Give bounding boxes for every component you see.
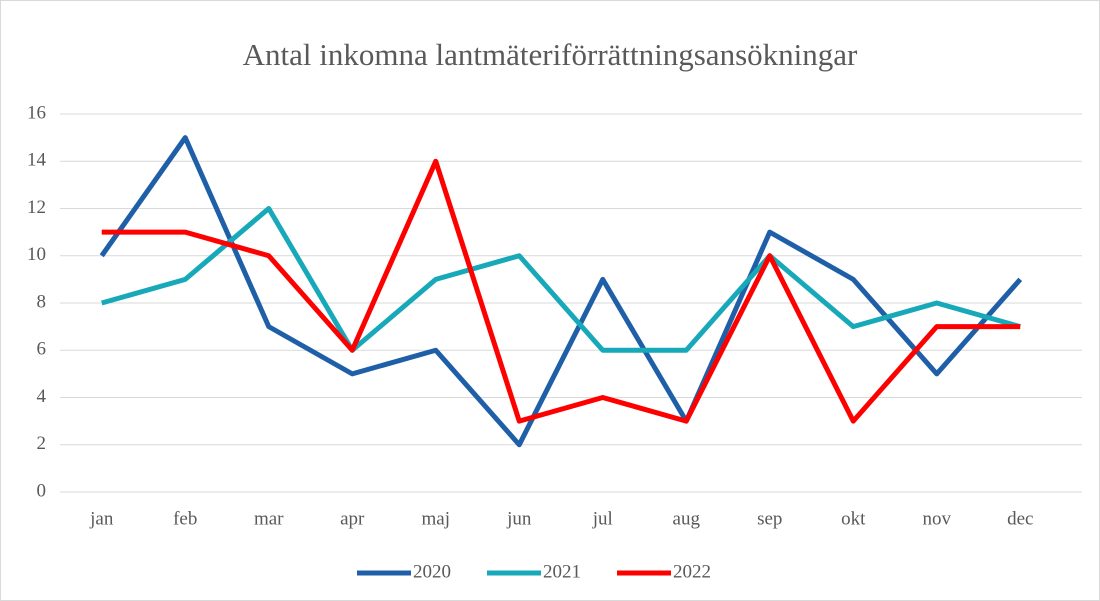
y-tick-label: 16 [27, 102, 46, 123]
legend-label: 2020 [413, 561, 451, 582]
legend-label: 2022 [673, 561, 711, 582]
x-tick-label: jul [592, 508, 613, 529]
y-tick-label: 2 [37, 433, 47, 454]
y-tick-label: 10 [27, 244, 46, 265]
x-tick-label: sep [757, 508, 782, 529]
legend-label: 2021 [543, 561, 581, 582]
x-tick-label: jun [506, 508, 532, 529]
x-tick-label: apr [340, 508, 365, 529]
series-line [101, 206, 1021, 353]
x-tick-label: aug [673, 508, 701, 529]
y-tick-label: 14 [27, 150, 47, 171]
x-tick-label: mar [254, 508, 284, 529]
x-tick-label: jan [89, 508, 114, 529]
x-tick-label: feb [173, 508, 197, 529]
series-line [101, 158, 1021, 424]
x-tick-label: dec [1007, 508, 1033, 529]
y-tick-label: 4 [37, 386, 47, 407]
x-tick-label: okt [841, 508, 866, 529]
x-tick-label: maj [422, 508, 451, 529]
y-tick-label: 8 [37, 291, 47, 312]
y-tick-label: 0 [37, 480, 47, 501]
chart-title: Antal inkomna lantmäteriförrättningsansö… [243, 37, 858, 72]
y-tick-label: 12 [27, 197, 46, 218]
x-tick-label: nov [923, 508, 952, 529]
y-tick-label: 6 [37, 339, 47, 360]
series-line [99, 135, 1023, 448]
